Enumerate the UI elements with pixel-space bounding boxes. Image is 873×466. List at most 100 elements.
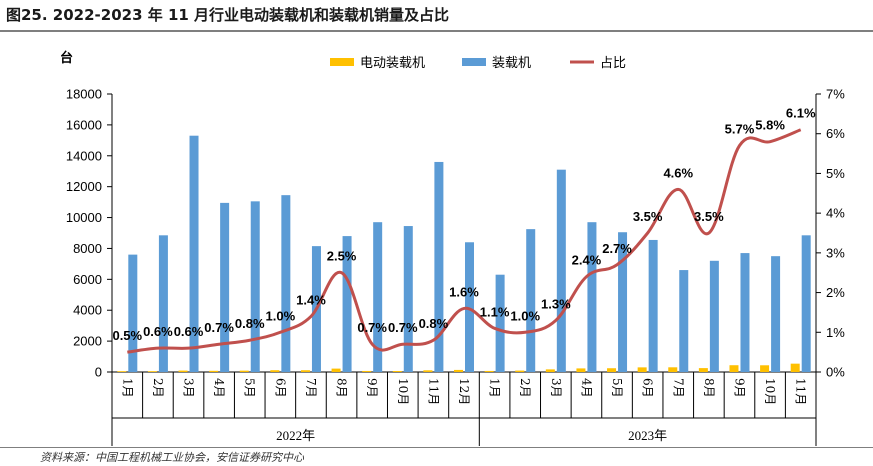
y-left-tick-label: 4000 xyxy=(73,303,102,318)
bar-loader xyxy=(556,169,566,372)
bar-electric xyxy=(392,370,402,372)
data-label-ratio: 1.4% xyxy=(296,292,326,307)
y-right-tick-label: 0% xyxy=(826,365,845,380)
x-tick-label: 8月 xyxy=(335,378,349,398)
x-tick-label: 4月 xyxy=(212,378,226,398)
chart-title: 图25. 2022-2023 年 11 月行业电动装载机和装载机销量及占比 xyxy=(6,6,450,24)
x-tick-label: 2月 xyxy=(518,378,532,398)
bar-electric xyxy=(270,370,280,372)
y-left-tick-label: 2000 xyxy=(73,334,102,349)
bar-loader xyxy=(250,201,260,372)
year-label: 2022年 xyxy=(276,428,315,443)
x-tick-label: 11月 xyxy=(426,378,440,405)
data-label-ratio: 2.7% xyxy=(602,241,632,256)
y-left-tick-label: 10000 xyxy=(66,210,102,225)
data-label-ratio: 0.8% xyxy=(419,316,449,331)
data-label-ratio: 3.5% xyxy=(633,209,663,224)
bar-loader xyxy=(618,232,628,372)
x-tick-label: 2月 xyxy=(151,378,165,398)
bar-electric xyxy=(760,365,770,372)
y-right-tick-label: 7% xyxy=(826,87,845,102)
bar-electric xyxy=(576,368,586,372)
y-right-tick-label: 5% xyxy=(826,166,845,181)
bar-electric xyxy=(668,367,678,372)
bar-loader xyxy=(373,222,383,372)
y-left-tick-label: 12000 xyxy=(66,179,102,194)
x-tick-label: 9月 xyxy=(365,378,379,398)
y-left-tick-label: 0 xyxy=(95,365,102,380)
bar-loader xyxy=(587,222,597,372)
bar-loader xyxy=(281,195,291,372)
data-label-ratio: 0.7% xyxy=(204,320,234,335)
bar-electric xyxy=(454,369,463,372)
bar-loader xyxy=(128,254,138,372)
x-tick-label: 5月 xyxy=(610,378,624,398)
bar-electric xyxy=(423,370,433,372)
bar-electric xyxy=(117,371,127,372)
x-tick-label: 6月 xyxy=(273,378,287,398)
title-divider xyxy=(0,30,873,32)
bar-electric xyxy=(698,368,708,372)
legend-label-0: 电动装载机 xyxy=(360,56,425,71)
x-tick-label: 3月 xyxy=(549,378,563,398)
data-label-ratio: 0.5% xyxy=(112,328,142,343)
bar-electric xyxy=(515,370,525,372)
legend-label-2: 占比 xyxy=(600,56,626,71)
bar-loader xyxy=(158,235,168,372)
x-tick-label: 11月 xyxy=(794,378,808,405)
bar-electric xyxy=(209,370,219,372)
y-right-tick-label: 1% xyxy=(826,325,845,340)
legend-swatch-0 xyxy=(330,58,354,66)
y-left-tick-label: 14000 xyxy=(66,148,102,163)
data-label-ratio: 0.6% xyxy=(174,324,204,339)
y-left-tick-label: 8000 xyxy=(73,241,102,256)
bar-electric xyxy=(484,370,494,372)
bar-loader xyxy=(801,235,811,372)
bar-electric xyxy=(607,368,617,372)
bar-electric xyxy=(729,365,739,372)
data-label-ratio: 1.6% xyxy=(449,284,479,299)
bar-loader xyxy=(465,242,474,372)
data-label-ratio: 5.7% xyxy=(725,122,755,137)
year-label: 2023年 xyxy=(628,428,667,443)
data-label-ratio: 1.1% xyxy=(480,304,510,319)
bar-loader xyxy=(526,229,536,372)
bar-loader xyxy=(740,253,750,372)
x-tick-label: 12月 xyxy=(457,378,471,405)
bar-electric xyxy=(239,370,249,372)
data-label-ratio: 3.5% xyxy=(694,209,724,224)
data-label-ratio: 2.5% xyxy=(327,249,357,264)
x-tick-label: 1月 xyxy=(120,378,134,398)
bar-electric xyxy=(362,370,372,372)
y-right-tick-label: 4% xyxy=(826,206,845,221)
bar-loader xyxy=(771,256,781,372)
data-label-ratio: 1.0% xyxy=(510,308,540,323)
bar-electric xyxy=(147,371,157,372)
x-tick-label: 10月 xyxy=(396,378,410,405)
y-left-tick-label: 18000 xyxy=(66,87,102,102)
x-tick-label: 4月 xyxy=(579,378,593,398)
bar-loader xyxy=(342,236,352,372)
bar-loader xyxy=(495,274,505,372)
x-tick-label: 8月 xyxy=(702,378,716,398)
bar-electric xyxy=(331,368,341,372)
x-tick-label: 5月 xyxy=(243,378,257,398)
source-note: 资料来源：中国工程机械工业协会，安信证券研究中心 xyxy=(40,451,304,464)
bar-electric xyxy=(178,370,188,372)
data-label-ratio: 1.0% xyxy=(266,308,296,323)
footer-divider xyxy=(0,447,873,448)
bar-electric xyxy=(790,363,800,372)
y-right-tick-label: 6% xyxy=(826,126,845,141)
x-tick-label: 3月 xyxy=(182,378,196,398)
data-label-ratio: 0.7% xyxy=(357,320,387,335)
data-label-ratio: 0.7% xyxy=(388,320,418,335)
data-label-ratio: 6.1% xyxy=(786,106,816,121)
y-left-tick-label: 16000 xyxy=(66,117,102,132)
bar-loader xyxy=(403,226,413,372)
data-label-ratio: 4.6% xyxy=(663,165,693,180)
data-label-ratio: 1.3% xyxy=(541,296,571,311)
y-right-tick-label: 2% xyxy=(826,285,845,300)
data-label-ratio: 0.8% xyxy=(235,316,265,331)
legend-swatch-1 xyxy=(462,58,486,66)
